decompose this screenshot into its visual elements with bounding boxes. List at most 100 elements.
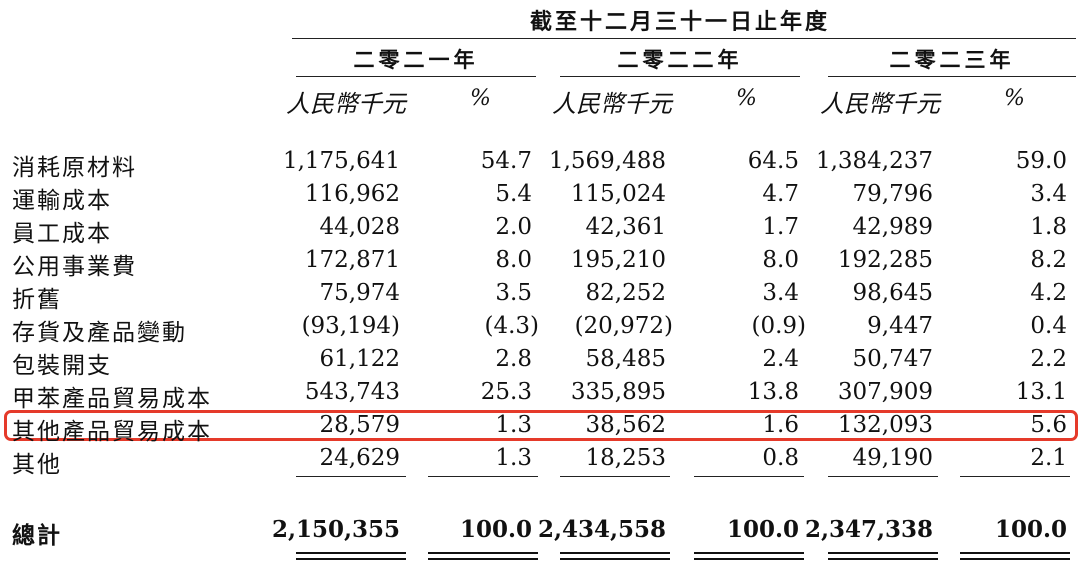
- pct-2023: 8.2: [1030, 247, 1067, 273]
- value-2021: 75,974: [319, 280, 400, 306]
- pct-2022: (0.9): [751, 313, 806, 339]
- pct-2022: 2.4: [762, 346, 799, 372]
- row-label: 其他: [12, 452, 62, 478]
- row-label: 包裝開支: [12, 353, 112, 379]
- total-value-2023: 2,347,338: [804, 516, 933, 543]
- value-2022: 195,210: [570, 247, 666, 273]
- value-2023: 192,285: [837, 247, 933, 273]
- value-2023: 49,190: [852, 445, 933, 471]
- total-value-2021: 2,150,355: [271, 516, 400, 543]
- unit-header-2023: 人民幣千元: [820, 90, 940, 118]
- unit-header-2021: 人民幣千元: [286, 90, 406, 118]
- pct-2023: 2.2: [1030, 346, 1067, 372]
- value-2023: 1,384,237: [815, 148, 933, 174]
- value-2021: 44,028: [319, 214, 400, 240]
- value-2022: 42,361: [585, 214, 666, 240]
- pct-2023: 5.6: [1030, 412, 1067, 438]
- pct-2022: 4.7: [762, 181, 799, 207]
- value-2023: 98,645: [852, 280, 933, 306]
- double-rule-2023-pct: [960, 552, 1070, 560]
- double-rule-2022-pct: [694, 552, 804, 560]
- value-2023: 50,747: [852, 346, 933, 372]
- pct-header-2023: %: [1004, 86, 1025, 111]
- value-2022: 82,252: [585, 280, 666, 306]
- total-pct-2022: 100.0: [726, 516, 799, 543]
- pct-2021: 8.0: [495, 247, 532, 273]
- period-header: 截至十二月三十一日止年度: [529, 10, 830, 35]
- double-rule-2021-value: [296, 552, 406, 560]
- year-header-2021: 二零二一年: [353, 48, 479, 72]
- subtotal-rule-2022-pct: [694, 476, 804, 477]
- row-label: 折舊: [12, 287, 62, 313]
- pct-2023: 0.4: [1030, 313, 1067, 339]
- pct-2022: 1.6: [762, 412, 799, 438]
- table-row: 運輸成本 116,962 5.4 115,024 4.7 79,796 3.4: [0, 181, 1080, 214]
- value-2021: 24,629: [319, 445, 400, 471]
- pct-2021: (4.3): [484, 313, 539, 339]
- unit-header-2022: 人民幣千元: [552, 90, 672, 118]
- row-label: 其他產品貿易成本: [12, 419, 212, 445]
- table-row-highlighted: 其他產品貿易成本 28,579 1.3 38,562 1.6 132,093 5…: [0, 412, 1080, 445]
- year-underline-2021: [296, 76, 536, 77]
- value-2022: 58,485: [585, 346, 666, 372]
- value-2022: (20,972): [574, 313, 673, 339]
- year-header-2022: 二零二二年: [617, 48, 743, 72]
- table-row: 其他 24,629 1.3 18,253 0.8 49,190 2.1: [0, 445, 1080, 478]
- pct-2021: 54.7: [480, 148, 532, 174]
- highlight-box: [4, 410, 1078, 441]
- row-label: 甲苯產品貿易成本: [12, 386, 212, 412]
- row-label: 公用事業費: [12, 254, 137, 280]
- total-label: 總計: [12, 522, 62, 549]
- row-label: 運輸成本: [12, 188, 112, 214]
- pct-2021: 5.4: [495, 181, 532, 207]
- pct-2021: 25.3: [480, 379, 532, 405]
- pct-2022: 0.8: [762, 445, 799, 471]
- pct-2022: 64.5: [747, 148, 799, 174]
- subtotal-rule-2021-pct: [428, 476, 538, 477]
- value-2023: 42,989: [852, 214, 933, 240]
- year-header-2023: 二零二三年: [889, 48, 1015, 72]
- pct-header-2021: %: [470, 86, 491, 111]
- value-2021: 116,962: [304, 181, 400, 207]
- table-row: 甲苯產品貿易成本 543,743 25.3 335,895 13.8 307,9…: [0, 379, 1080, 412]
- subtotal-rule-2023-value: [828, 476, 938, 477]
- value-2022: 18,253: [585, 445, 666, 471]
- pct-2022: 1.7: [762, 214, 799, 240]
- pct-2022: 8.0: [762, 247, 799, 273]
- value-2023: 132,093: [837, 412, 933, 438]
- value-2022: 38,562: [585, 412, 666, 438]
- pct-2022: 13.8: [747, 379, 799, 405]
- pct-2021: 3.5: [495, 280, 532, 306]
- pct-2021: 1.3: [495, 412, 532, 438]
- value-2021: (93,194): [301, 313, 400, 339]
- pct-2023: 4.2: [1030, 280, 1067, 306]
- row-label: 員工成本: [12, 221, 112, 247]
- total-pct-2023: 100.0: [994, 516, 1067, 543]
- subtotal-rule-2023-pct: [960, 476, 1070, 477]
- pct-2023: 1.8: [1030, 214, 1067, 240]
- total-value-2022: 2,434,558: [537, 516, 666, 543]
- value-2021: 543,743: [304, 379, 400, 405]
- pct-2021: 2.8: [495, 346, 532, 372]
- pct-2023: 2.1: [1030, 445, 1067, 471]
- pct-2021: 2.0: [495, 214, 532, 240]
- value-2021: 1,175,641: [282, 148, 400, 174]
- period-underline: [292, 38, 1076, 39]
- pct-header-2022: %: [736, 86, 757, 111]
- pct-2021: 1.3: [495, 445, 532, 471]
- table-row: 消耗原材料 1,175,641 54.7 1,569,488 64.5 1,38…: [0, 148, 1080, 181]
- value-2022: 335,895: [570, 379, 666, 405]
- value-2023: 79,796: [852, 181, 933, 207]
- value-2022: 1,569,488: [548, 148, 666, 174]
- year-underline-2023: [828, 76, 1076, 77]
- value-2023: 307,909: [837, 379, 933, 405]
- table-row: 員工成本 44,028 2.0 42,361 1.7 42,989 1.8: [0, 214, 1080, 247]
- value-2021: 61,122: [319, 346, 400, 372]
- pct-2022: 3.4: [762, 280, 799, 306]
- double-rule-2023-value: [828, 552, 938, 560]
- value-2023: 9,447: [867, 313, 933, 339]
- double-rule-2021-pct: [428, 552, 538, 560]
- subtotal-rule-2022-value: [560, 476, 670, 477]
- subtotal-rule-2021-value: [296, 476, 406, 477]
- row-label: 存貨及產品變動: [12, 320, 187, 346]
